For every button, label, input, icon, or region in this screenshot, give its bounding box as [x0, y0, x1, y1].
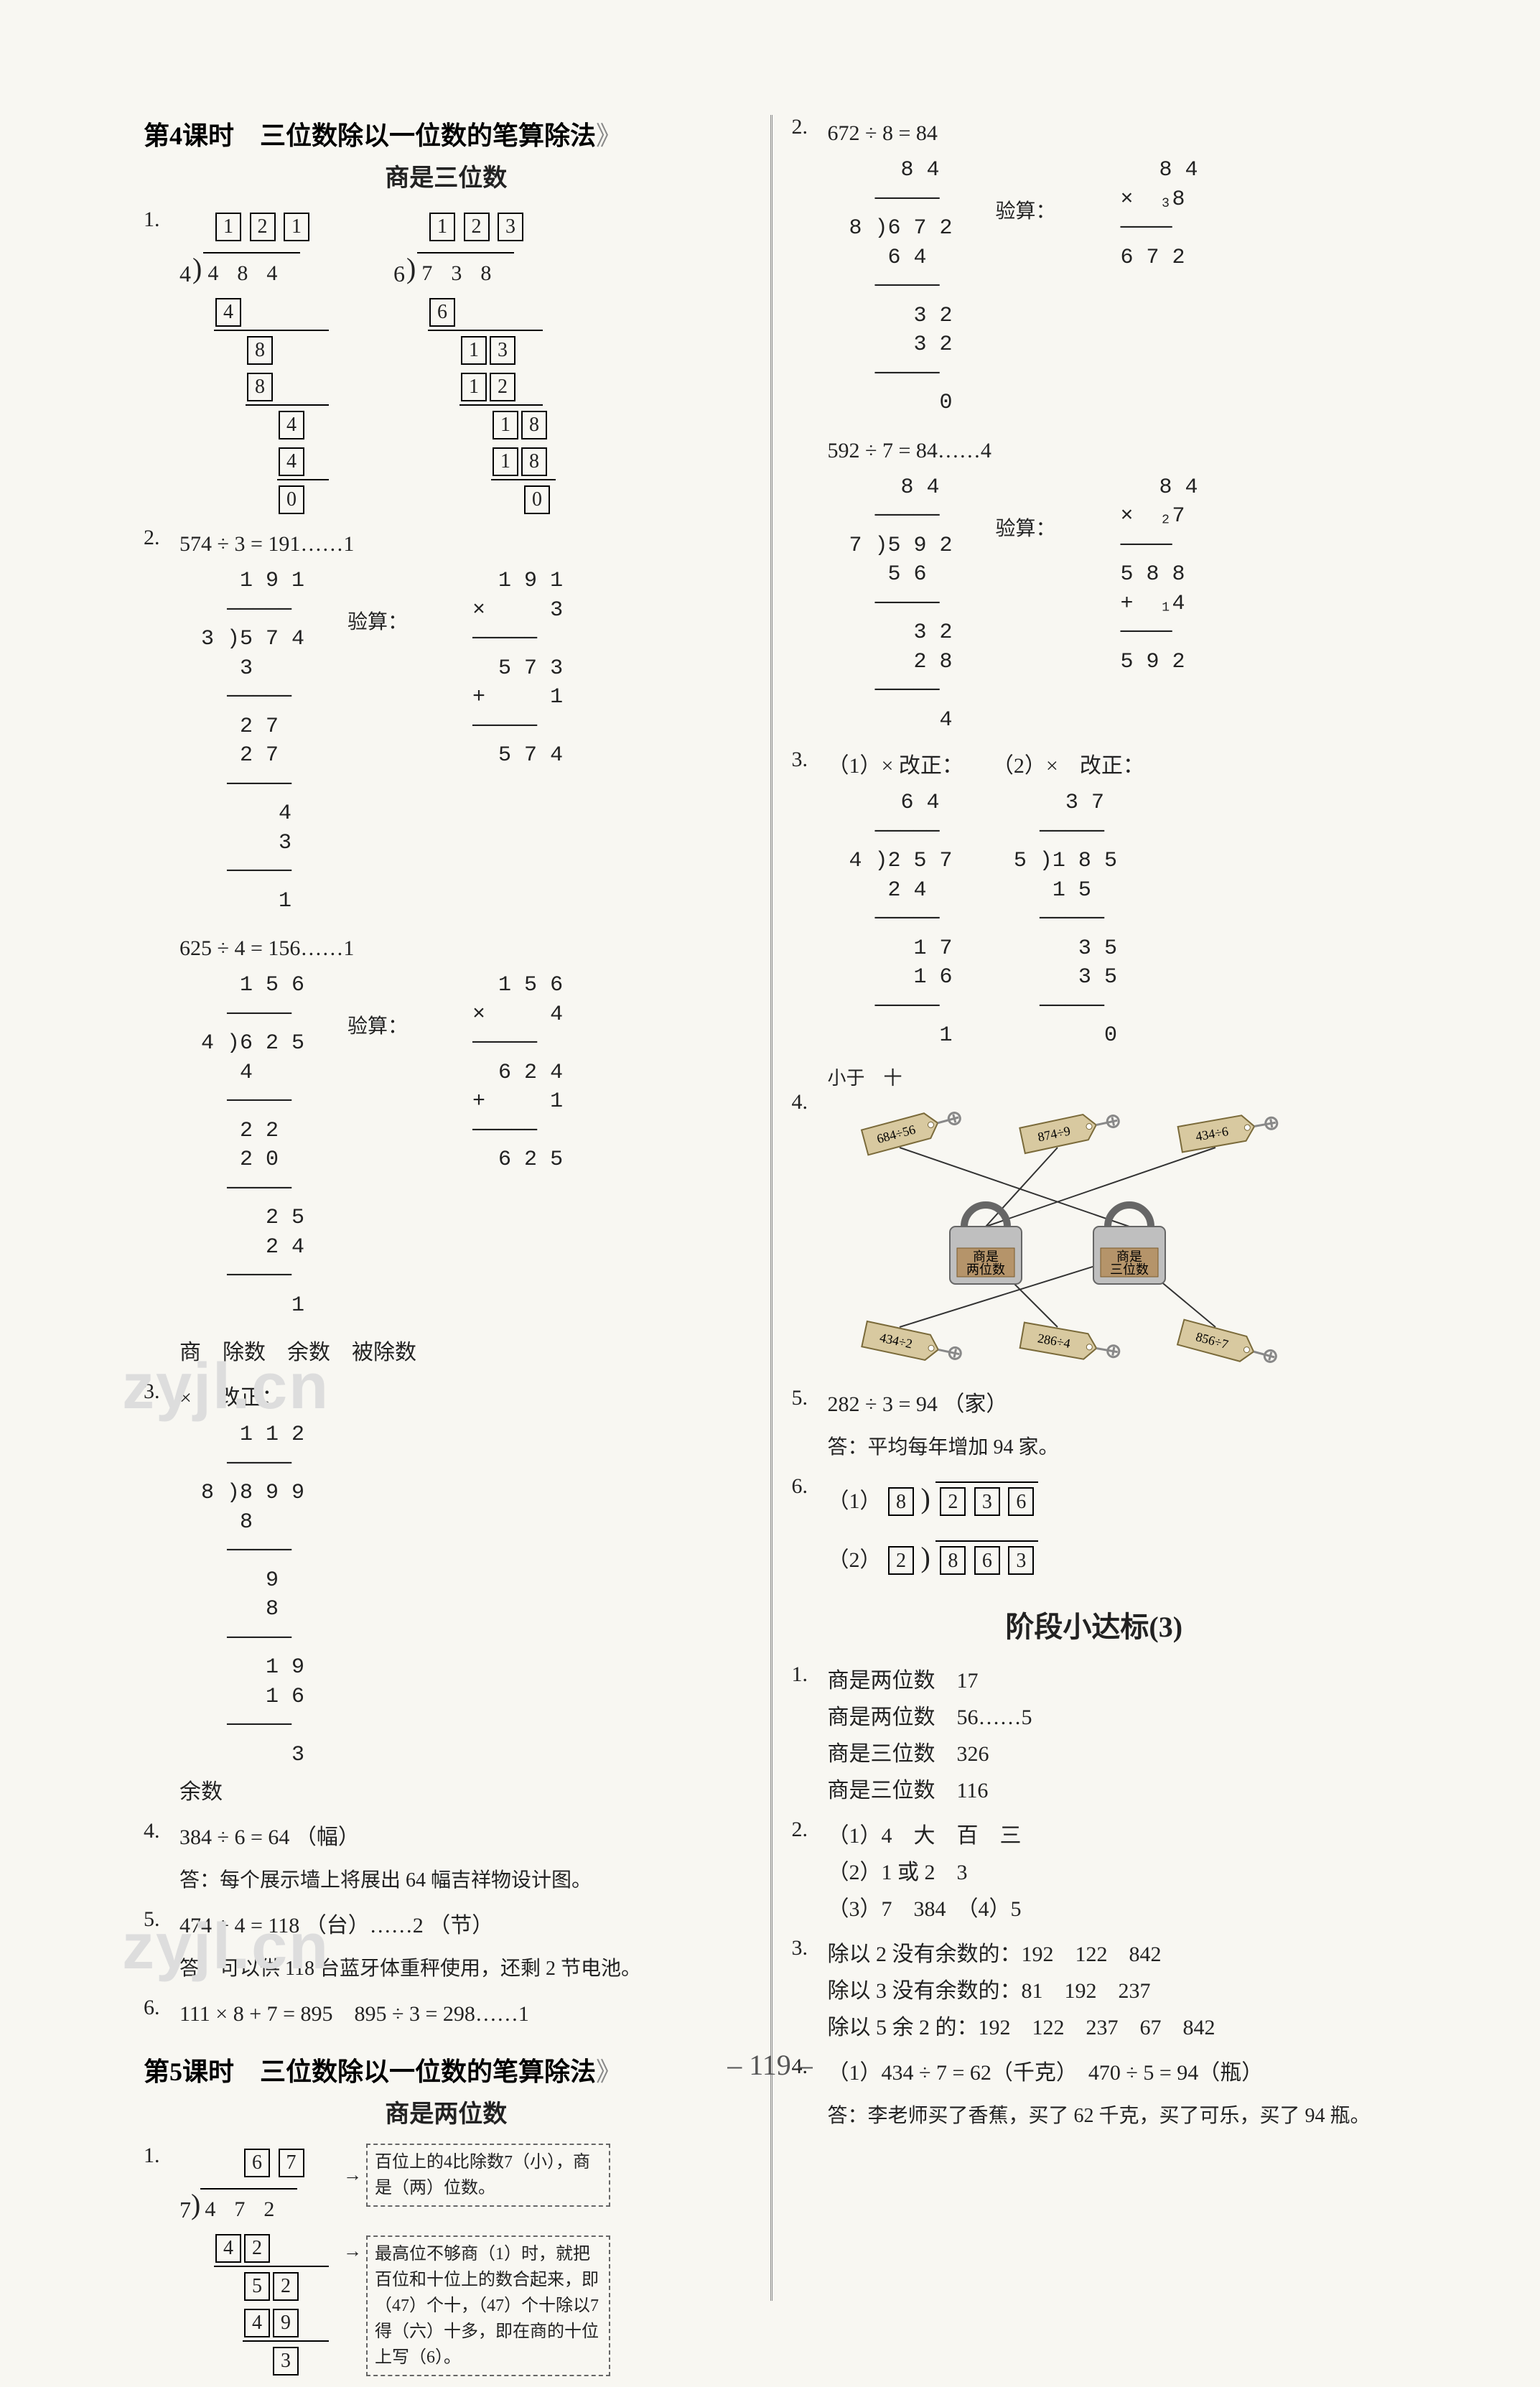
longdiv-a: 1 2 1 4 ) 484 4 8 8	[179, 208, 329, 517]
r-q6: 6. （1） 8 ) 2 3 6 （2） 2 ) 8	[792, 1474, 1397, 1582]
right-column: 2. 672 ÷ 8 = 84 8 4 ───── 8 )6 7 2 6 4 ─…	[792, 115, 1397, 2387]
svg-text:三位数: 三位数	[1110, 1262, 1149, 1277]
r-q2-chk1: 8 4 × ₃8 ──── 6 7 2	[1121, 156, 1198, 272]
column-divider	[770, 115, 773, 2301]
l4-q5: 5. 474 ÷ 4 = 118 （台）……2 （节）	[144, 1907, 749, 1944]
lesson4-subtitle: 商是三位数	[144, 158, 749, 193]
longdiv-b: 1 2 3 6 ) 738 6 13 12	[393, 208, 556, 517]
m-q2: 2. （1）4 大 百 三 （2）1 或 2 3 （3）7 384 （4）5	[792, 1818, 1397, 1927]
r-q3-tail: 小于 十	[828, 1064, 1397, 1090]
q2-line1: 574 ÷ 3 = 191……1	[179, 526, 563, 562]
r-q2-div2: 8 4 ───── 7 )5 9 2 5 6 ───── 3 2 2 8 ───…	[849, 473, 953, 735]
r-q4: 4. 684÷56874÷9434÷6	[792, 1090, 1397, 1377]
q2-div2: 1 5 6 ───── 4 )6 2 5 4 ───── 2 2 2 0 ───…	[201, 971, 304, 1320]
box: 1	[215, 213, 241, 241]
box: 1	[284, 213, 309, 241]
r-q5: 5. 282 ÷ 3 = 94 （家）	[792, 1386, 1397, 1423]
lesson4-title-text: 第4课时 三位数除以一位数的笔算除法	[144, 121, 596, 150]
q2-terms: 商 除数 余数 被除数	[179, 1334, 563, 1371]
page-root: zyjl.cn zyjl.cn 第4课时 三位数除以一位数的笔算除法》 商是三位…	[144, 115, 1396, 2387]
q-label: 1.	[144, 208, 179, 232]
m-q1: 1. 商是两位数 17 商是两位数 56……5 商是三位数 326 商是三位数 …	[792, 1662, 1397, 1809]
lesson4-title: 第4课时 三位数除以一位数的笔算除法》	[144, 115, 749, 152]
r-q2-div1: 8 4 ───── 8 )6 7 2 6 4 ───── 3 2 3 2 ───…	[849, 156, 953, 418]
l5-q1: 1. 6 7 7 ) 472 42 52	[144, 2144, 749, 2378]
q2-chk1: 1 9 1 × 3 ───── 5 7 3 + 1 ───── 5 7 4	[472, 567, 563, 771]
milestone-title: 阶段小达标(3)	[792, 1604, 1397, 1645]
r-q2: 2. 672 ÷ 8 = 84 8 4 ───── 8 )6 7 2 6 4 ─…	[792, 115, 1397, 739]
q3-tail: 余数	[179, 1774, 304, 1810]
svg-text:两位数: 两位数	[966, 1262, 1005, 1277]
box: 2	[250, 213, 276, 241]
left-column: zyjl.cn zyjl.cn 第4课时 三位数除以一位数的笔算除法》 商是三位…	[144, 115, 749, 2387]
r-q3: 3. （1）× 改正： 6 4 ───── 4 )2 5 7 2 4 ─────…	[792, 748, 1397, 1055]
l4-q4: 4. 384 ÷ 6 = 64 （幅）	[144, 1819, 749, 1856]
keys-locks-diagram: 684÷56874÷9434÷6 商是 两位数 商是 三位数	[828, 1097, 1287, 1370]
note-right: 最高位不够商（1）时，就把百位和十位上的数合起来，即（47）个十，（47）个十除…	[366, 2235, 610, 2376]
q2-chk2: 1 5 6 × 4 ───── 6 2 4 + 1 ───── 6 2 5	[472, 971, 563, 1175]
svg-text:商是: 商是	[973, 1250, 999, 1264]
page-number: – 119 –	[0, 2048, 1540, 2082]
l4-q3: 3. × 改正： 1 1 2 ───── 8 )8 9 9 8 ───── 9 …	[144, 1379, 749, 1810]
lesson5-subtitle: 商是两位数	[144, 2094, 749, 2129]
q3-div: 1 1 2 ───── 8 )8 9 9 8 ───── 9 8 ───── 1…	[201, 1420, 304, 1769]
l4-q1: 1. 1 2 1 4 ) 484 4	[144, 208, 749, 517]
q2-line2: 625 ÷ 4 = 156……1	[179, 930, 563, 967]
svg-text:商是: 商是	[1116, 1250, 1142, 1264]
l4-q2: 2. 574 ÷ 3 = 191……1 1 9 1 ───── 3 )5 7 4…	[144, 526, 749, 1371]
divisor: 4	[179, 254, 191, 293]
l4-q6: 6. 111 × 8 + 7 = 895 895 ÷ 3 = 298……1	[144, 1996, 749, 2032]
q2-div1: 1 9 1 ───── 3 )5 7 4 3 ───── 2 7 2 7 ───…	[201, 567, 304, 916]
arrow-icon: 》	[596, 121, 622, 150]
l5-longdiv: 6 7 7 ) 472 42 52 49 3	[179, 2144, 329, 2378]
note-top: 百位上的4比除数7（小），商是（两）位数。	[366, 2144, 610, 2207]
m-q3: 3. 除以 2 没有余数的：192 122 842 除以 3 没有余数的：81 …	[792, 1936, 1397, 2046]
r-q2-chk2: 8 4 × ₂7 ──── 5 8 8 + ₁4 ──── 5 9 2	[1121, 473, 1198, 677]
